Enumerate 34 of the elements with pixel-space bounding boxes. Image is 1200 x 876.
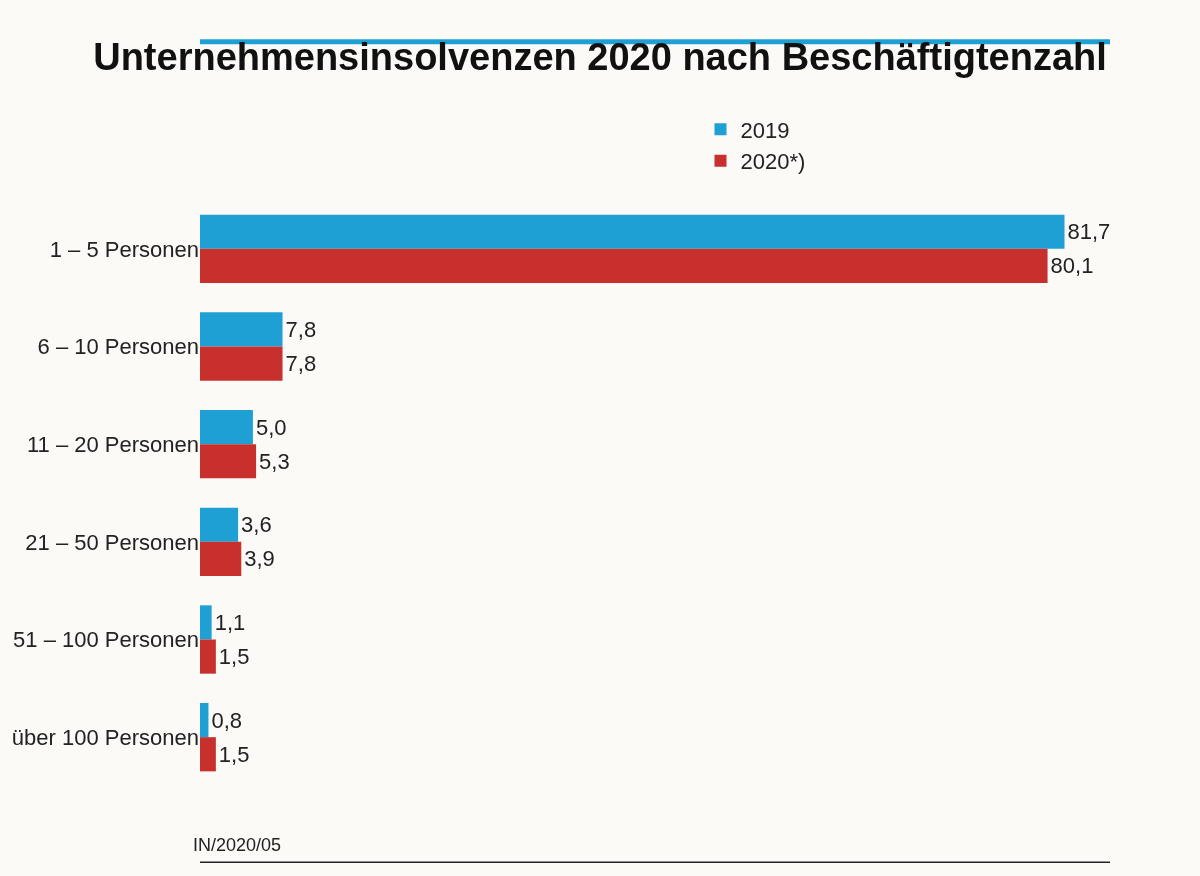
y-tick-label: 21 – 50 Personen [25, 529, 199, 555]
bar [200, 409, 253, 445]
bar [200, 702, 209, 738]
data-label: 0,8 [211, 707, 243, 733]
bar [200, 605, 212, 640]
y-tick-label: 1 – 5 Personen [49, 236, 199, 262]
data-label: 1,5 [218, 644, 250, 670]
legend-label: 2019 [740, 117, 790, 143]
data-label: 1,1 [214, 609, 246, 635]
data-label: 7,8 [285, 316, 317, 342]
bar [200, 507, 239, 542]
text: IN/2020/05 [193, 835, 282, 855]
y-tick-label: 51 – 100 Personen [13, 627, 199, 653]
legend-label: 2020*) [740, 149, 806, 175]
bar [200, 346, 283, 381]
bar [200, 639, 216, 674]
data-label: 3,6 [241, 512, 272, 538]
bar [200, 541, 242, 577]
data-label: 81,7 [1067, 219, 1111, 245]
bar [200, 214, 1065, 249]
data-label: 3,9 [244, 546, 275, 572]
data-label: 5,3 [259, 448, 290, 474]
y-tick-label: über 100 Personen [11, 724, 199, 750]
bar [200, 312, 283, 347]
data-label: 80,1 [1050, 253, 1094, 279]
y-tick-label: 6 – 10 Personen [37, 334, 199, 360]
bar [200, 737, 216, 772]
data-label: 5,0 [255, 414, 287, 440]
data-label: 7,8 [285, 351, 317, 377]
y-tick-label: 11 – 20 Personen [26, 431, 199, 457]
bar [200, 248, 1048, 284]
data-label: 1,5 [218, 741, 250, 767]
chart-title: Unternehmensinsolvenzen 2020 nach Beschäftigtenzahl [93, 36, 1107, 79]
bar [200, 444, 257, 479]
